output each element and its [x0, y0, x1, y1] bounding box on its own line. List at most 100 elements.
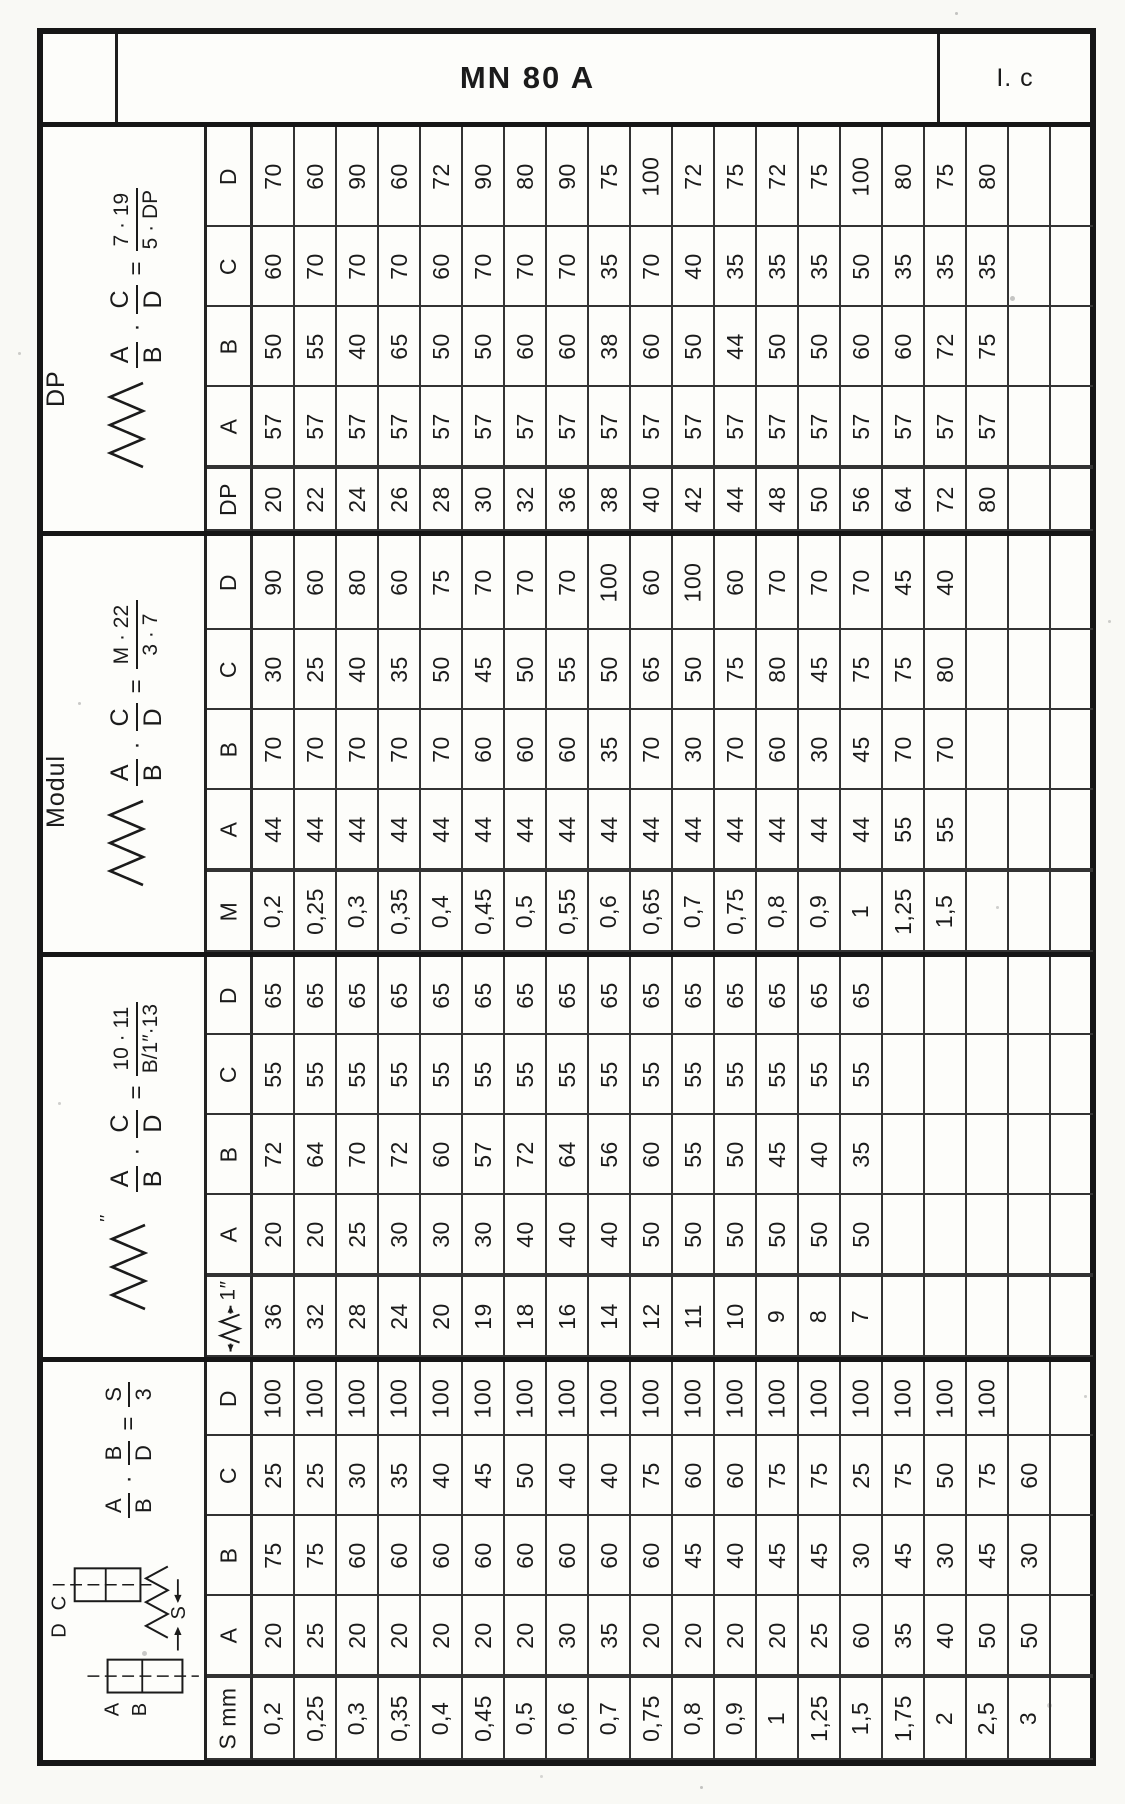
- table-cell: 100: [631, 1362, 673, 1436]
- table-cell: 0,4: [421, 1676, 463, 1760]
- table-cell: 44: [757, 790, 799, 870]
- table-cell: 57: [967, 387, 1009, 467]
- table-cell: 25: [841, 1436, 883, 1516]
- table-cell: 70: [799, 536, 841, 630]
- table-cell: 44: [841, 790, 883, 870]
- table-cell: 38: [589, 307, 631, 387]
- rack-dimension-icon: [217, 1305, 243, 1352]
- row-label: C: [207, 1035, 253, 1115]
- band-dp-grid: D 70 60 90 60 72 90 80 90 75 100 72 75 72 75 100 80 75 80 C…: [207, 127, 1093, 531]
- table-cell: [1051, 1516, 1093, 1596]
- table-cell: [967, 1275, 1009, 1357]
- band-inch-grid: D 65 65 65 65 65 65 65 65 65 65 65 65 65 65 65 C 55 55 55 55…: [207, 957, 1093, 1357]
- table-cell: [1009, 957, 1051, 1035]
- table-cell: 24: [379, 1275, 421, 1357]
- table-cell: [1051, 1195, 1093, 1275]
- table-cell: 65: [253, 957, 295, 1035]
- table-cell: 44: [463, 790, 505, 870]
- table-cell: 100: [967, 1362, 1009, 1436]
- table-cell: 1: [841, 870, 883, 952]
- table-cell: 65: [673, 957, 715, 1035]
- table-cell: 65: [337, 957, 379, 1035]
- table-cell: [1009, 1362, 1051, 1436]
- table-cell: 50: [799, 1195, 841, 1275]
- table-cell: 48: [757, 467, 799, 531]
- table-cell: 0,35: [379, 870, 421, 952]
- table-cell: 70: [547, 536, 589, 630]
- table-cell: 11: [673, 1275, 715, 1357]
- table-cell: 75: [883, 630, 925, 710]
- table-cell: 60: [757, 710, 799, 790]
- table-cell: 45: [673, 1516, 715, 1596]
- table-cell: 45: [799, 1516, 841, 1596]
- table-cell: 57: [463, 387, 505, 467]
- table-cell: 30: [379, 1195, 421, 1275]
- table-cell: 12: [631, 1275, 673, 1357]
- table-cell: 60: [421, 1516, 463, 1596]
- table-cell: 50: [715, 1115, 757, 1195]
- table-cell: 28: [421, 467, 463, 531]
- table-cell: 70: [337, 1115, 379, 1195]
- table-cell: 1,75: [883, 1676, 925, 1760]
- table-cell: [967, 870, 1009, 952]
- table-cell: 72: [379, 1115, 421, 1195]
- table-cell: 0,6: [547, 1676, 589, 1760]
- table-cell: 32: [505, 467, 547, 531]
- table-cell: 50: [253, 307, 295, 387]
- table-cell: 20: [421, 1596, 463, 1676]
- table-cell: [1009, 1195, 1051, 1275]
- table-cell: 65: [589, 957, 631, 1035]
- table-cell: 60: [463, 1516, 505, 1596]
- table-cell: 0,3: [337, 1676, 379, 1760]
- table-cell: [1051, 1035, 1093, 1115]
- table-cell: 0,9: [715, 1676, 757, 1760]
- table-cell: 55: [547, 630, 589, 710]
- table-cell: [883, 1195, 925, 1275]
- row-label: B: [207, 1516, 253, 1596]
- table-cell: 80: [757, 630, 799, 710]
- table-cell: 55: [295, 307, 337, 387]
- table-cell: 20: [463, 1596, 505, 1676]
- table-cell: 40: [547, 1436, 589, 1516]
- table-cell: [883, 1275, 925, 1357]
- table-cell: [883, 1035, 925, 1115]
- table-cell: 75: [295, 1516, 337, 1596]
- table-cell: 70: [925, 710, 967, 790]
- table-cell: 35: [589, 227, 631, 307]
- svg-text:A: A: [101, 1702, 123, 1716]
- table-cell: 40: [589, 1195, 631, 1275]
- table-cell: [967, 1115, 1009, 1195]
- table-cell: 20: [673, 1596, 715, 1676]
- table-cell: 40: [337, 630, 379, 710]
- table-cell: 60: [715, 536, 757, 630]
- table-cell: [925, 1275, 967, 1357]
- table-cell: [883, 1115, 925, 1195]
- table-cell: 75: [799, 1436, 841, 1516]
- table-cell: 70: [883, 710, 925, 790]
- table-cell: 60: [631, 307, 673, 387]
- table-cell: [1051, 1596, 1093, 1676]
- table-cell: 65: [379, 957, 421, 1035]
- table-cell: 0,8: [757, 870, 799, 952]
- table-cell: 55: [379, 1035, 421, 1115]
- table-cell: 35: [589, 1596, 631, 1676]
- row-label: D: [207, 127, 253, 227]
- page-title: MN 80 A: [459, 60, 596, 95]
- gear-zigzag-prime-icon: ″: [100, 1214, 148, 1311]
- table-cell: 44: [337, 790, 379, 870]
- table-cell: 60: [547, 710, 589, 790]
- table-cell: [1009, 227, 1051, 307]
- title-main-cell: MN 80 A: [118, 34, 940, 122]
- table-cell: 70: [631, 710, 673, 790]
- table-cell: 1,5: [841, 1676, 883, 1760]
- table-cell: [967, 790, 1009, 870]
- table-cell: 50: [463, 307, 505, 387]
- row-label: D: [207, 1362, 253, 1436]
- table-cell: 75: [757, 1436, 799, 1516]
- gear-train-diagram: D C A B S: [48, 1565, 199, 1716]
- band-modul-grid: D 90 60 80 60 75 70 70 70 100 60 100 60 70 70 70 45 40 C 30…: [207, 536, 1093, 952]
- table-cell: 72: [253, 1115, 295, 1195]
- title-row: MN 80 A I. c: [43, 34, 1090, 127]
